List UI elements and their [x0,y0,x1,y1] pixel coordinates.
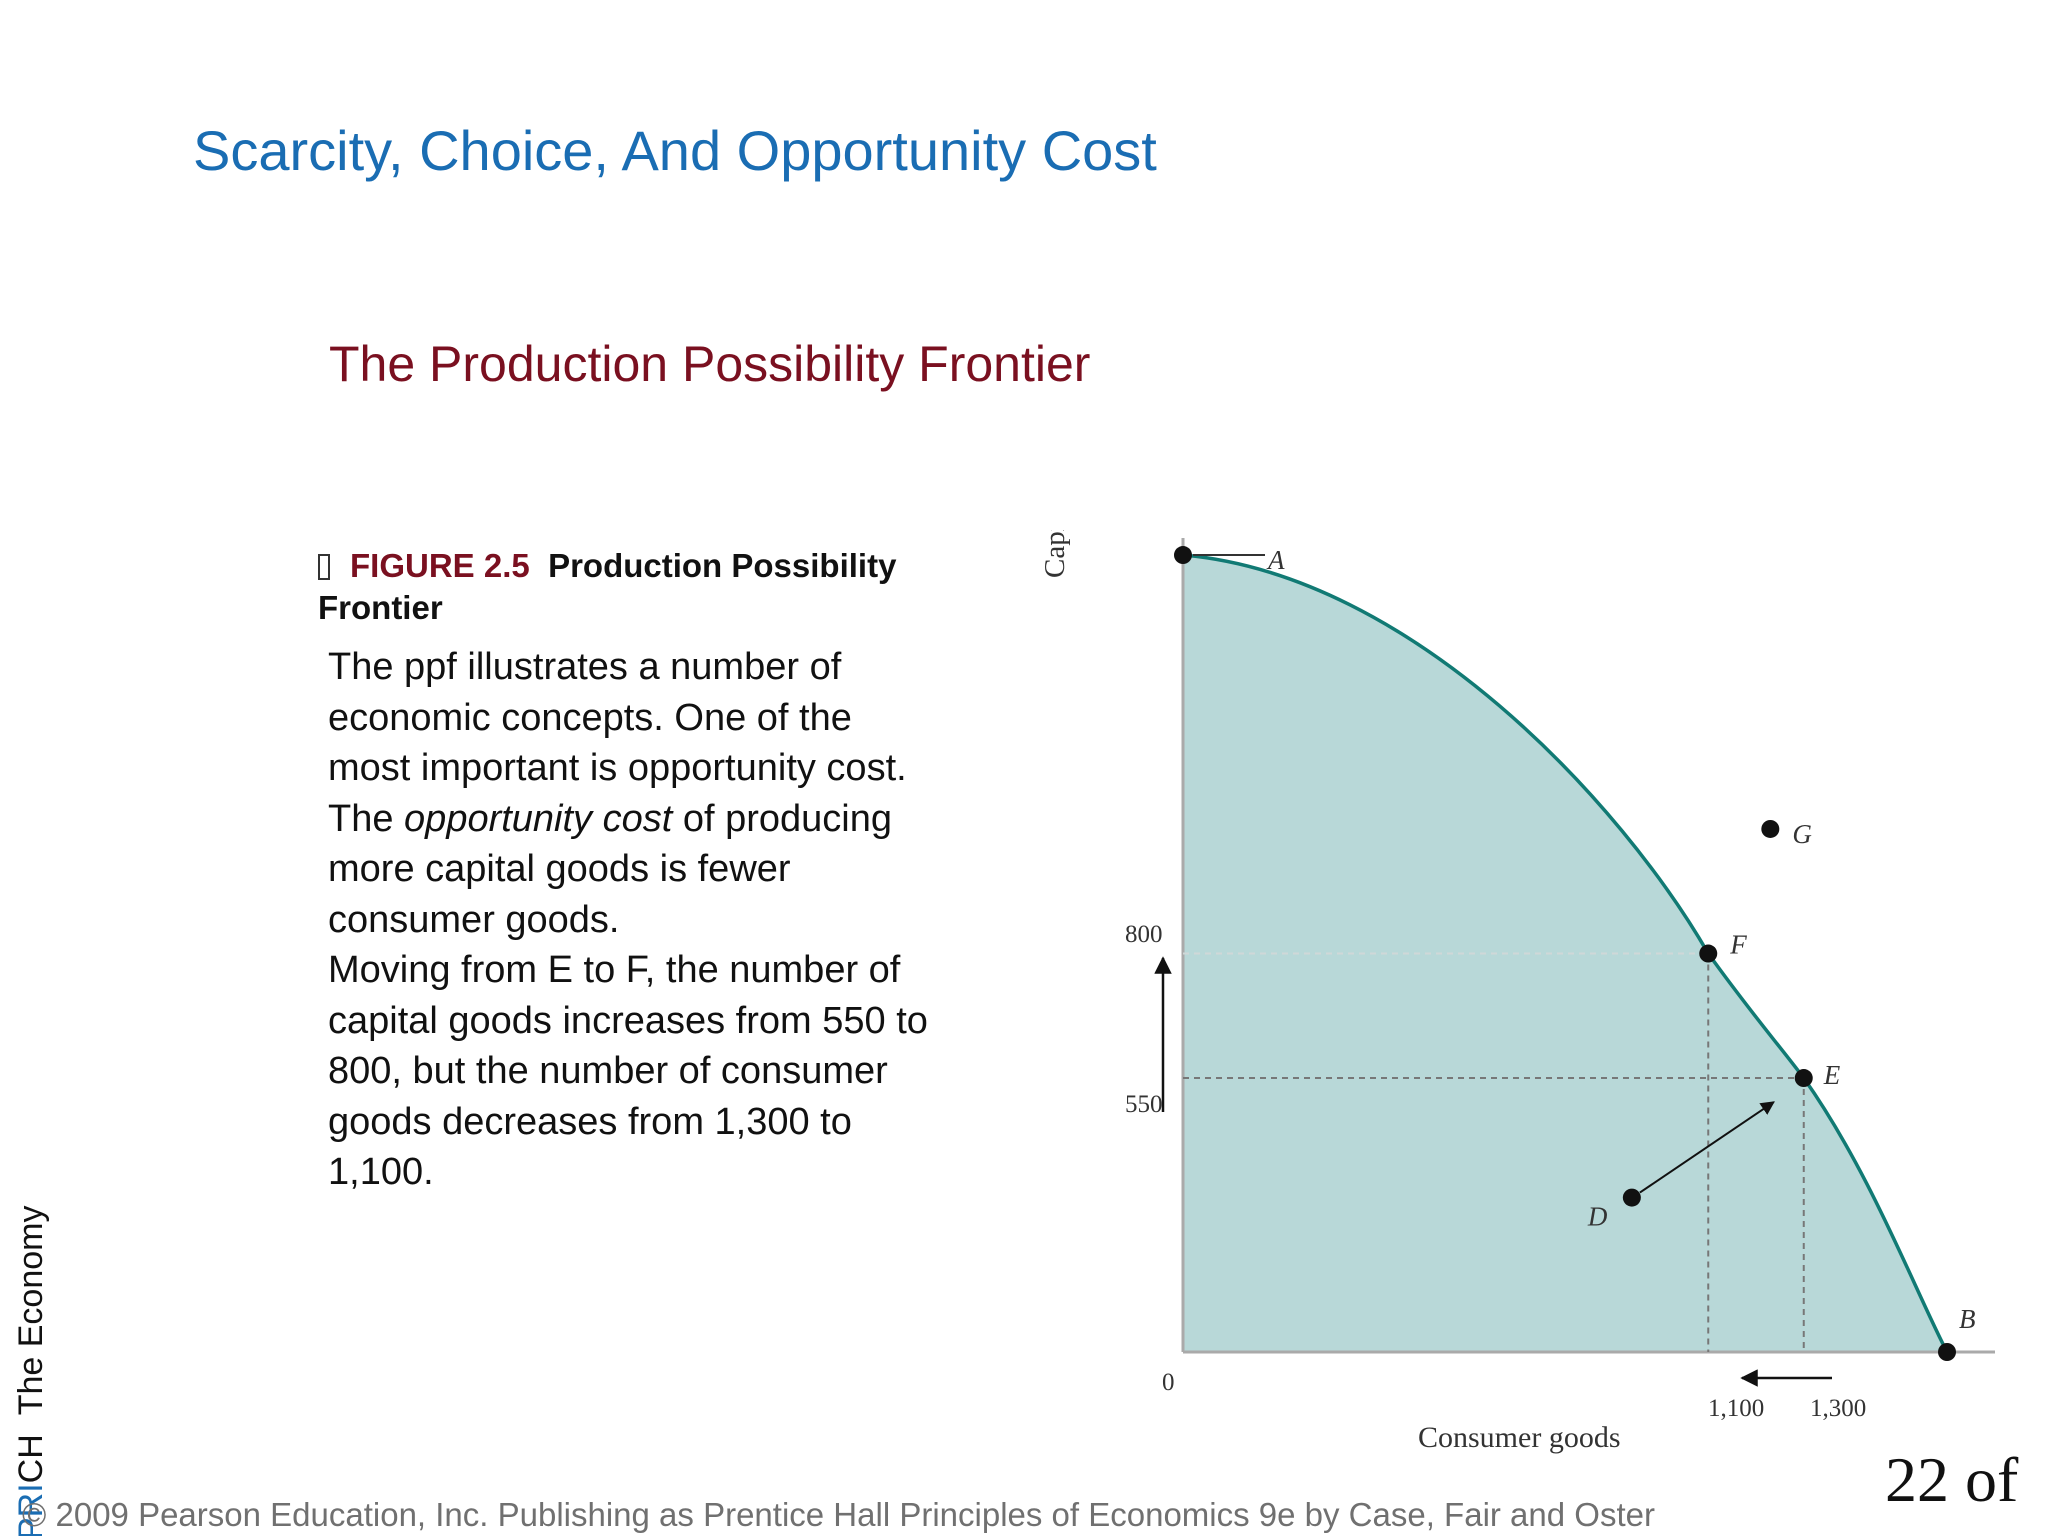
bullet-box-icon [318,554,330,580]
y-tick-label: 550 [1125,1091,1163,1118]
side-label-a: The Economy [12,1205,50,1416]
d-to-e-arrow [1639,1101,1775,1194]
x-tick-label: 1,300 [1810,1395,1866,1422]
slide-title: Scarcity, Choice, And Opportunity Cost [193,119,1157,182]
point-e [1794,1069,1813,1088]
guide-lines [1183,952,1805,1352]
point-label-f: F [1729,930,1747,960]
point-label-a: A [1266,545,1285,575]
feasible-region [1183,555,1947,1352]
x-tick-label: 1,100 [1708,1395,1764,1422]
y-axis-label: Capital goods [1039,530,1071,578]
description-emphasis: opportunity cost [404,797,673,840]
x-axis-label: Consumer goods [1418,1421,1621,1454]
figure-title: Production Possibility Frontier [318,547,897,626]
point-d [1622,1188,1641,1207]
description-paragraph: The ppf illustrates a number of economic… [328,642,928,945]
y-tick-label: 800 [1125,921,1163,948]
point-b [1938,1343,1956,1361]
point-f [1699,944,1718,963]
point-label-g: G [1792,819,1812,849]
description-paragraph-2: Moving from E to F, the number of capita… [328,949,928,1193]
point-label-d: D [1587,1202,1608,1232]
description-text-1: The ppf illustrates a number of economic… [328,646,907,840]
ppf-chart: A F E B G D 800 550 1,100 1,300 0 Consumer go… [1039,530,1995,1454]
figure-description: The ppf illustrates a number of economic… [328,642,928,1198]
origin-label: 0 [1162,1369,1175,1396]
slide-subtitle: The Production Possibility Frontier [329,336,1091,392]
ppf-curve [1182,553,1949,1353]
description-text-2: of producing more capital goods is fewer… [328,797,893,941]
figure-number: FIGURE 2.5 [350,547,530,584]
point-g [1761,819,1780,838]
page-number: 22 of [1885,1444,2019,1515]
point-label-b: B [1959,1304,1976,1334]
figure-caption: FIGURE 2.5 Production Possibility Fronti… [318,545,958,629]
chart-points: A F E B G D [1174,545,1976,1361]
copyright-footer: © 2009 Pearson Education, Inc. Publishin… [22,1496,1655,1533]
side-vertical-label: PRICH The Economy [12,1206,51,1536]
point-a [1174,546,1192,565]
side-label-c: CH [12,1434,50,1484]
point-label-e: E [1823,1060,1841,1090]
